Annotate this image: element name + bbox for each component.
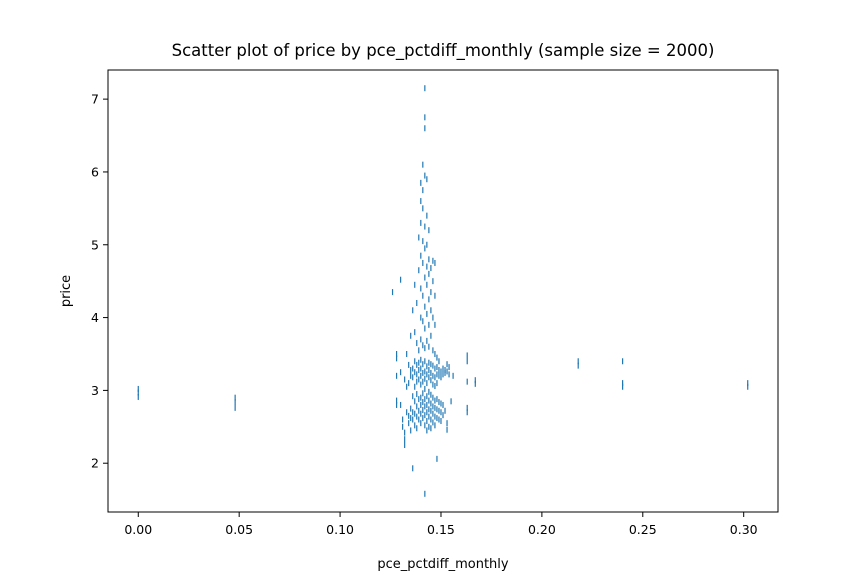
plot-frame — [107, 69, 779, 513]
y-tick-label: 2 — [91, 456, 99, 471]
scatter-points — [137, 85, 749, 497]
y-axis-label: price — [59, 275, 74, 307]
x-axis-ticks: 0.00 0.05 0.10 0.15 0.20 0.25 0.30 — [124, 512, 758, 537]
x-tick-label: 0.30 — [730, 522, 758, 537]
y-tick-label: 6 — [91, 164, 99, 179]
y-tick-label: 3 — [91, 383, 99, 398]
x-tick-label: 0.10 — [326, 522, 354, 537]
x-tick-label: 0.15 — [427, 522, 455, 537]
x-tick-label: 0.00 — [124, 522, 152, 537]
y-tick-label: 4 — [91, 310, 99, 325]
x-axis-label: pce_pctdiff_monthly — [377, 557, 509, 572]
x-tick-label: 0.25 — [629, 522, 657, 537]
chart-title: Scatter plot of price by pce_pctdiff_mon… — [172, 41, 715, 61]
y-tick-label: 5 — [91, 237, 99, 252]
y-tick-label: 7 — [91, 92, 99, 107]
y-axis-ticks: 2 3 4 5 6 7 — [91, 92, 108, 471]
x-tick-label: 0.20 — [528, 522, 556, 537]
x-tick-label: 0.05 — [225, 522, 253, 537]
